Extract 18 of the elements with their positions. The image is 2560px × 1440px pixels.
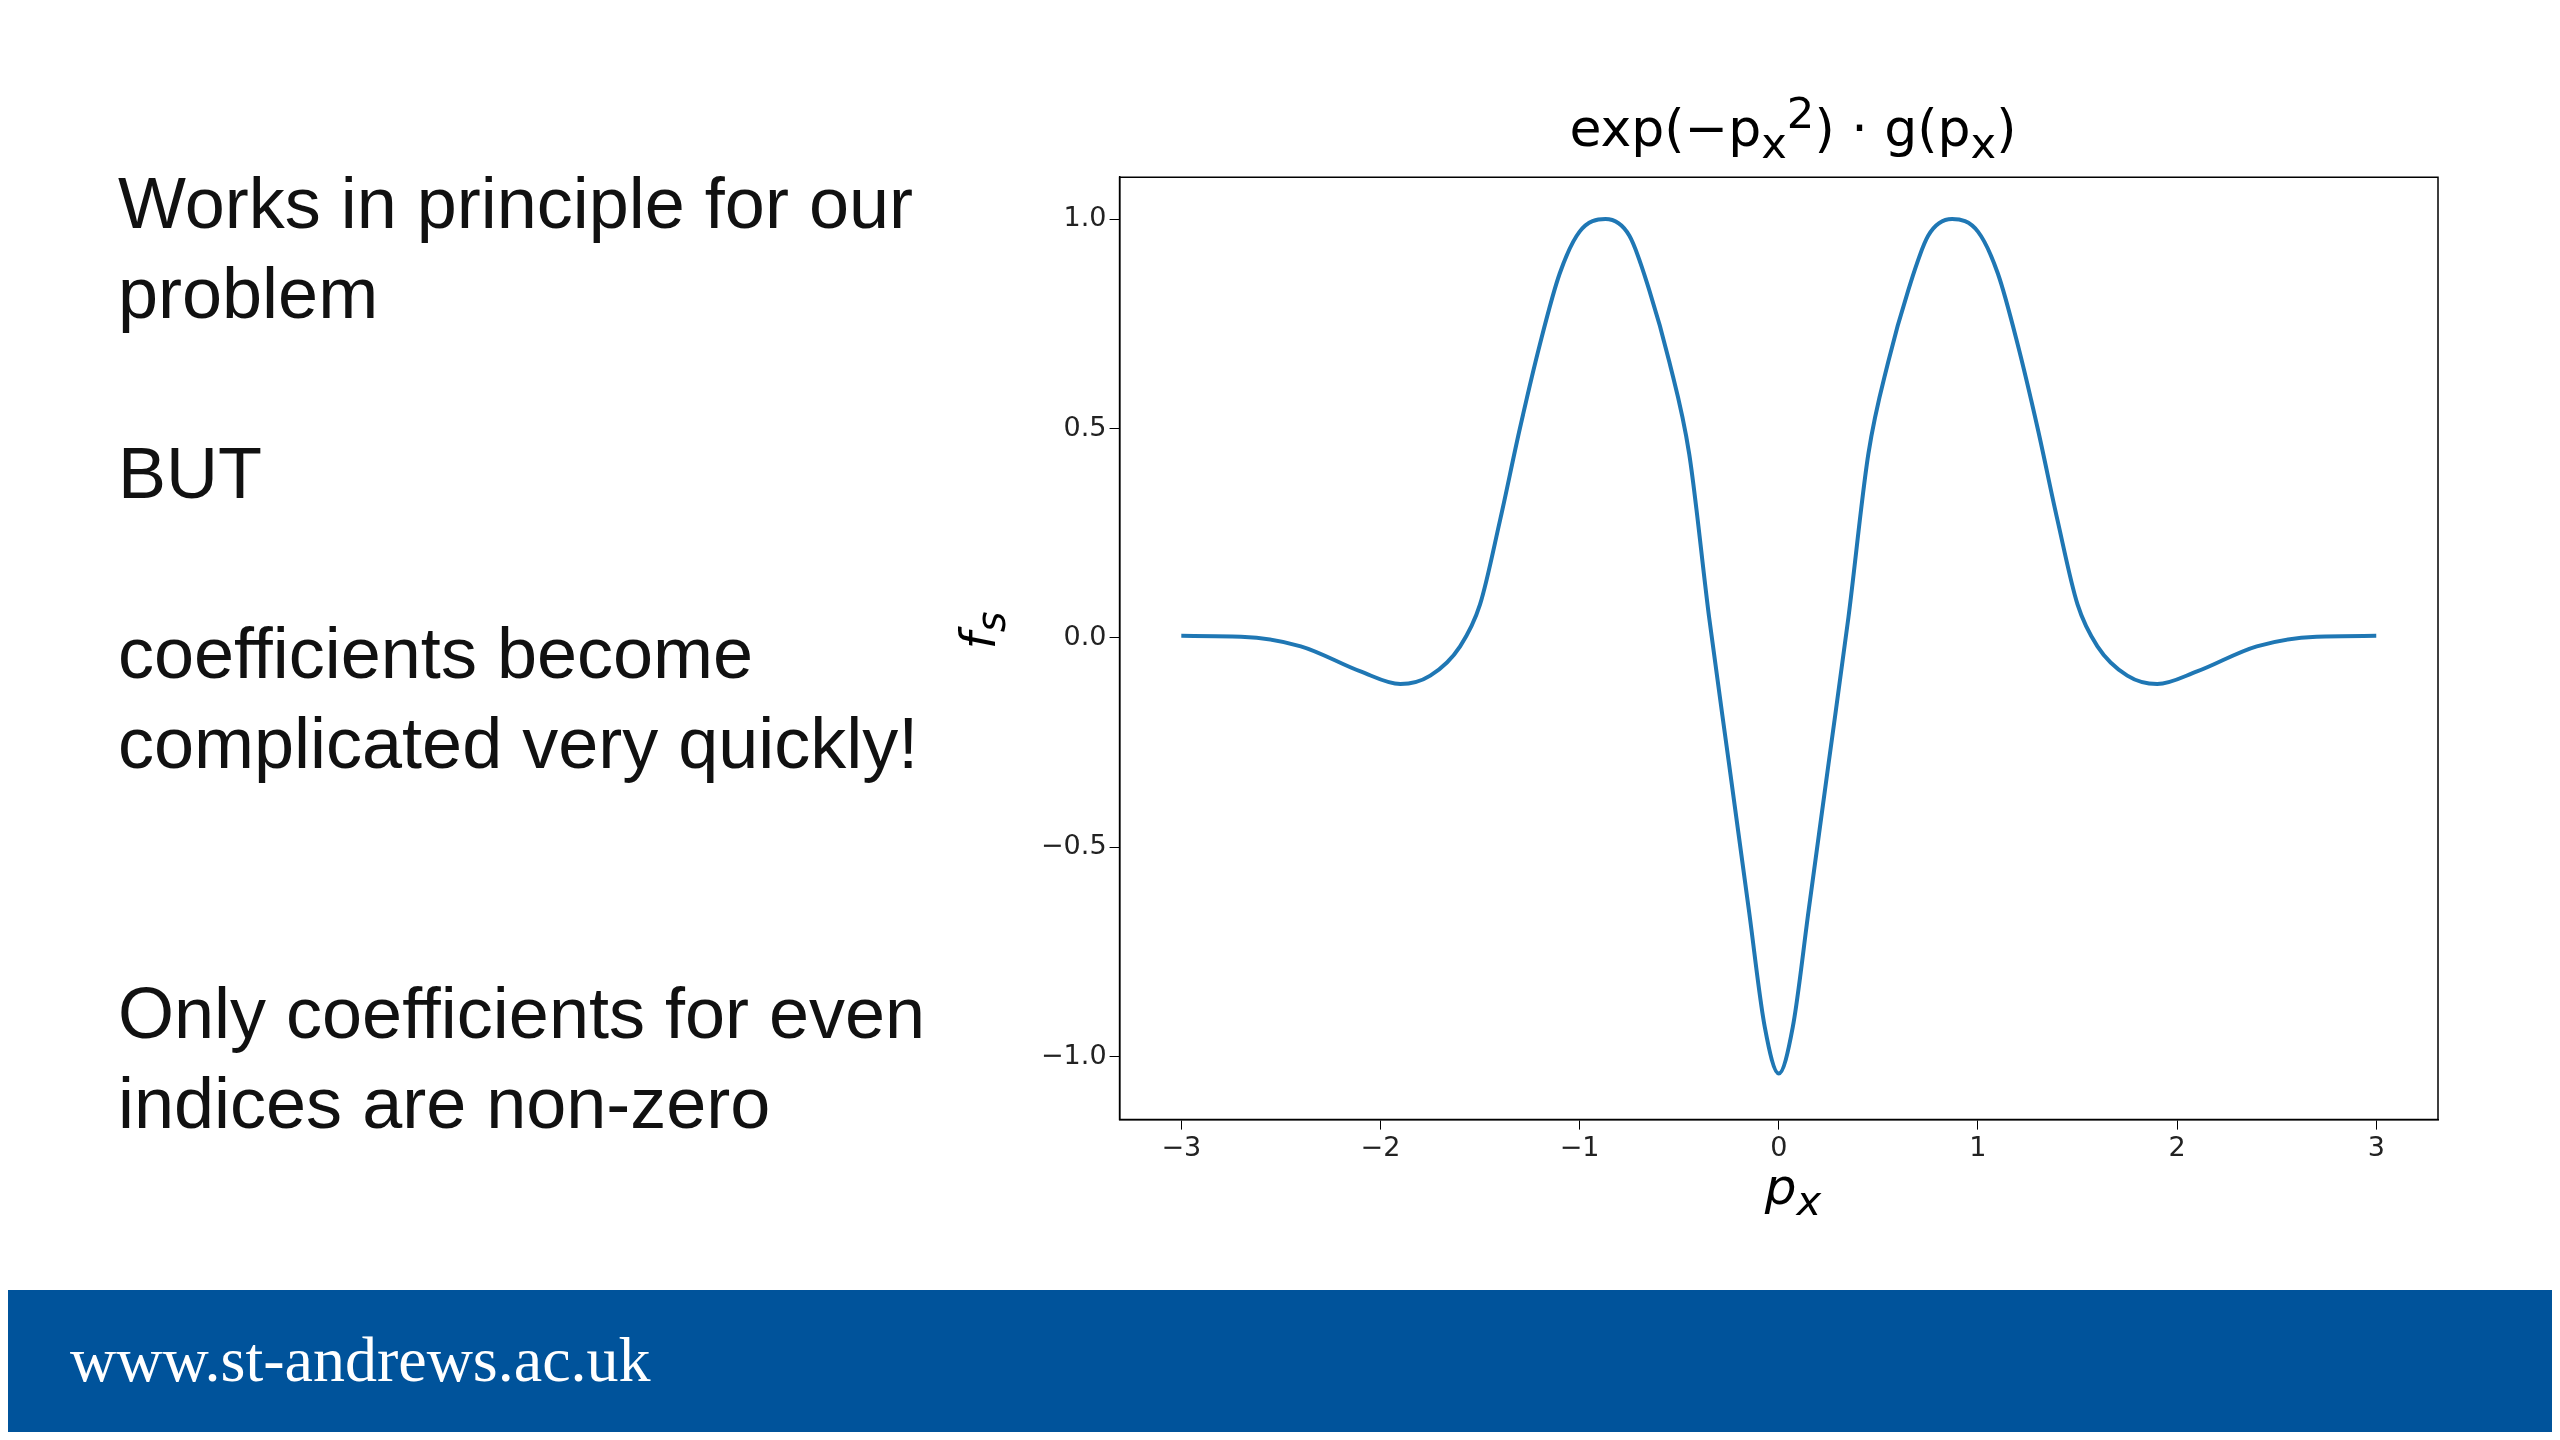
chart-title: exp(−p$_{x}$$^{2}$) · g(p$_{x}$)	[1568, 88, 2018, 168]
y-tick-label: −1.0	[1041, 1038, 1107, 1070]
y-tick-label: 1.0	[1063, 201, 1107, 233]
text: BUT	[118, 432, 263, 515]
x-tick-label: −2	[1360, 1130, 1401, 1162]
line-series	[1179, 217, 2379, 1076]
y-tick-label: 0.0	[1063, 619, 1107, 651]
y-tick-label: 0.5	[1063, 410, 1107, 442]
y-tick-label: −0.5	[1041, 829, 1107, 861]
x-tick-label: 2	[2168, 1130, 2186, 1162]
text: www.st-andrews.ac.uk	[70, 1323, 651, 1397]
x-tick-label: 1	[1969, 1130, 1987, 1162]
text: Works in principle for our problem	[118, 162, 914, 335]
text: coefficients become complicated very quickly!	[118, 613, 919, 783]
x-tick-label: 3	[2367, 1130, 2385, 1162]
x-tick-label: −1	[1559, 1130, 1600, 1162]
x-tick-label: −3	[1161, 1130, 1202, 1162]
text: Only coefficients for even indices are non-zero	[118, 972, 927, 1145]
